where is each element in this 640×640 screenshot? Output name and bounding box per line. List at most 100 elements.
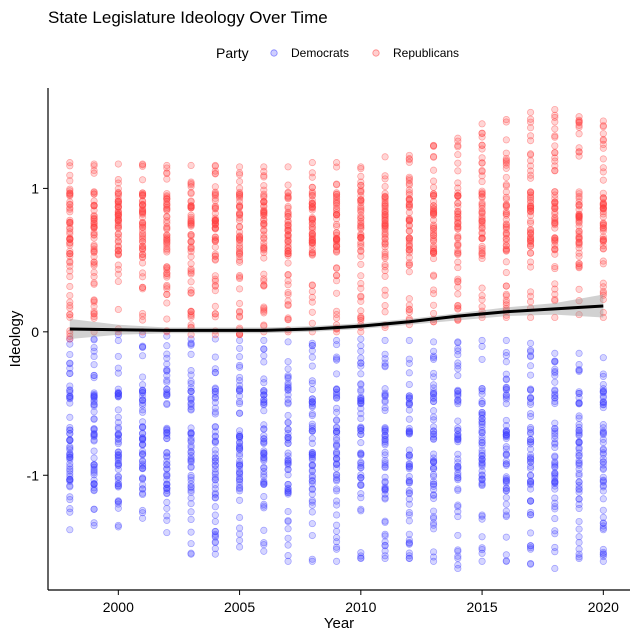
data-point bbox=[551, 241, 559, 249]
data-point bbox=[405, 478, 413, 486]
data-point bbox=[333, 392, 341, 400]
data-point bbox=[308, 196, 316, 204]
data-point bbox=[260, 216, 268, 224]
data-point bbox=[308, 398, 316, 406]
x-tick-label: 2010 bbox=[345, 599, 376, 615]
data-point bbox=[308, 204, 316, 212]
data-point bbox=[211, 369, 219, 377]
data-point bbox=[90, 425, 98, 433]
data-point bbox=[308, 395, 316, 403]
data-point bbox=[599, 550, 607, 559]
data-point bbox=[260, 226, 268, 234]
data-point bbox=[187, 238, 195, 246]
data-point bbox=[333, 222, 341, 230]
data-point bbox=[260, 208, 268, 217]
data-point bbox=[139, 465, 147, 473]
data-point bbox=[502, 416, 510, 424]
data-point bbox=[308, 454, 316, 462]
data-point bbox=[333, 204, 341, 213]
data-point bbox=[502, 511, 510, 519]
data-point bbox=[405, 295, 413, 303]
data-point bbox=[260, 391, 268, 399]
data-point bbox=[284, 316, 292, 324]
data-point bbox=[478, 549, 486, 557]
data-point bbox=[66, 262, 74, 270]
data-point bbox=[114, 188, 122, 197]
data-point bbox=[527, 410, 535, 418]
data-point bbox=[260, 306, 268, 314]
data-point bbox=[114, 482, 122, 490]
data-point bbox=[599, 428, 607, 436]
data-point bbox=[139, 197, 147, 205]
data-point bbox=[236, 307, 244, 315]
data-point bbox=[211, 237, 219, 245]
data-point bbox=[260, 479, 268, 487]
data-point bbox=[454, 372, 462, 380]
data-point bbox=[527, 478, 535, 486]
data-point bbox=[211, 252, 219, 260]
data-point bbox=[139, 435, 147, 443]
data-point bbox=[236, 250, 244, 258]
data-point bbox=[527, 394, 535, 402]
data-point bbox=[90, 206, 98, 214]
data-point bbox=[527, 425, 535, 433]
data-point bbox=[90, 202, 98, 210]
data-point bbox=[502, 247, 510, 255]
data-point bbox=[284, 297, 292, 305]
data-point bbox=[430, 430, 438, 438]
data-point bbox=[236, 438, 244, 446]
data-point bbox=[90, 361, 98, 369]
data-point bbox=[527, 429, 535, 438]
data-point bbox=[478, 159, 486, 167]
data-point bbox=[114, 431, 122, 439]
data-point bbox=[527, 497, 535, 505]
data-point bbox=[575, 252, 583, 260]
data-point bbox=[308, 319, 316, 327]
data-point bbox=[381, 228, 389, 236]
data-point bbox=[599, 476, 607, 484]
data-point bbox=[260, 208, 268, 216]
data-point bbox=[478, 429, 486, 437]
data-point bbox=[381, 404, 389, 412]
data-point bbox=[308, 236, 316, 244]
data-point bbox=[551, 462, 559, 471]
data-point bbox=[211, 281, 219, 289]
data-point bbox=[599, 123, 607, 131]
data-point bbox=[163, 388, 171, 396]
data-point bbox=[284, 400, 292, 408]
data-point bbox=[260, 439, 268, 447]
data-point bbox=[236, 478, 244, 486]
data-point bbox=[284, 365, 292, 373]
data-point bbox=[333, 436, 341, 444]
data-point bbox=[575, 400, 583, 408]
data-point bbox=[187, 222, 195, 230]
data-point bbox=[211, 282, 219, 290]
data-point bbox=[260, 379, 268, 387]
data-point bbox=[308, 204, 316, 212]
data-point bbox=[575, 486, 583, 494]
data-point bbox=[430, 557, 438, 565]
data-point bbox=[575, 121, 583, 129]
data-point bbox=[187, 395, 195, 403]
data-point bbox=[284, 461, 292, 469]
data-point bbox=[454, 359, 462, 367]
data-point bbox=[211, 233, 219, 241]
data-point bbox=[236, 163, 244, 171]
data-point bbox=[139, 189, 147, 197]
data-point bbox=[139, 253, 147, 261]
data-point bbox=[211, 485, 219, 493]
data-point bbox=[187, 204, 195, 212]
data-point bbox=[236, 344, 244, 352]
data-point bbox=[575, 533, 583, 541]
data-point bbox=[139, 475, 147, 483]
data-point bbox=[599, 130, 607, 138]
data-point bbox=[211, 517, 219, 526]
data-point bbox=[260, 480, 268, 488]
data-point bbox=[284, 218, 292, 226]
data-point bbox=[90, 471, 98, 479]
data-point bbox=[114, 210, 122, 218]
data-point bbox=[381, 490, 389, 498]
data-point bbox=[284, 490, 292, 498]
data-point bbox=[405, 554, 413, 562]
data-point bbox=[430, 435, 438, 443]
